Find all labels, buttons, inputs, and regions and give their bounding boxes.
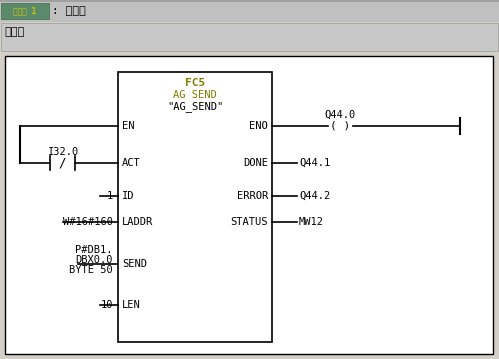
Text: ACT: ACT <box>122 158 141 168</box>
Bar <box>118 72 272 342</box>
Text: FC5: FC5 <box>185 78 205 88</box>
Text: MW12: MW12 <box>299 217 324 227</box>
Text: SEND: SEND <box>122 259 147 269</box>
Bar <box>1 3 49 19</box>
Text: LADDR: LADDR <box>122 217 153 227</box>
Text: ENO: ENO <box>249 121 268 131</box>
Bar <box>0 0 499 2</box>
Text: ID: ID <box>122 191 135 201</box>
Text: : 标题：: : 标题： <box>52 6 86 16</box>
Text: 注释：: 注释： <box>4 27 24 37</box>
Bar <box>1 23 498 51</box>
Text: I32.0: I32.0 <box>48 147 79 157</box>
Text: STATUS: STATUS <box>231 217 268 227</box>
Text: Q44.1: Q44.1 <box>299 158 330 168</box>
Text: 10: 10 <box>100 300 113 310</box>
Text: DONE: DONE <box>243 158 268 168</box>
Text: AG SEND: AG SEND <box>173 90 217 100</box>
Bar <box>0 2 499 22</box>
Text: /: / <box>59 157 66 169</box>
Text: Q44.0: Q44.0 <box>324 110 356 120</box>
Text: LEN: LEN <box>122 300 141 310</box>
Text: BYTE 50: BYTE 50 <box>69 265 113 275</box>
Bar <box>5 56 493 354</box>
Text: W#16#160: W#16#160 <box>63 217 113 227</box>
Text: ( ): ( ) <box>330 121 350 131</box>
Text: 程序段 1: 程序段 1 <box>13 6 36 15</box>
Text: EN: EN <box>122 121 135 131</box>
Text: Q44.2: Q44.2 <box>299 191 330 201</box>
Text: P#DB1.: P#DB1. <box>75 245 113 255</box>
Text: ERROR: ERROR <box>237 191 268 201</box>
Text: DBX0.0: DBX0.0 <box>75 255 113 265</box>
Text: "AG_SEND": "AG_SEND" <box>167 102 223 112</box>
Text: 1: 1 <box>107 191 113 201</box>
